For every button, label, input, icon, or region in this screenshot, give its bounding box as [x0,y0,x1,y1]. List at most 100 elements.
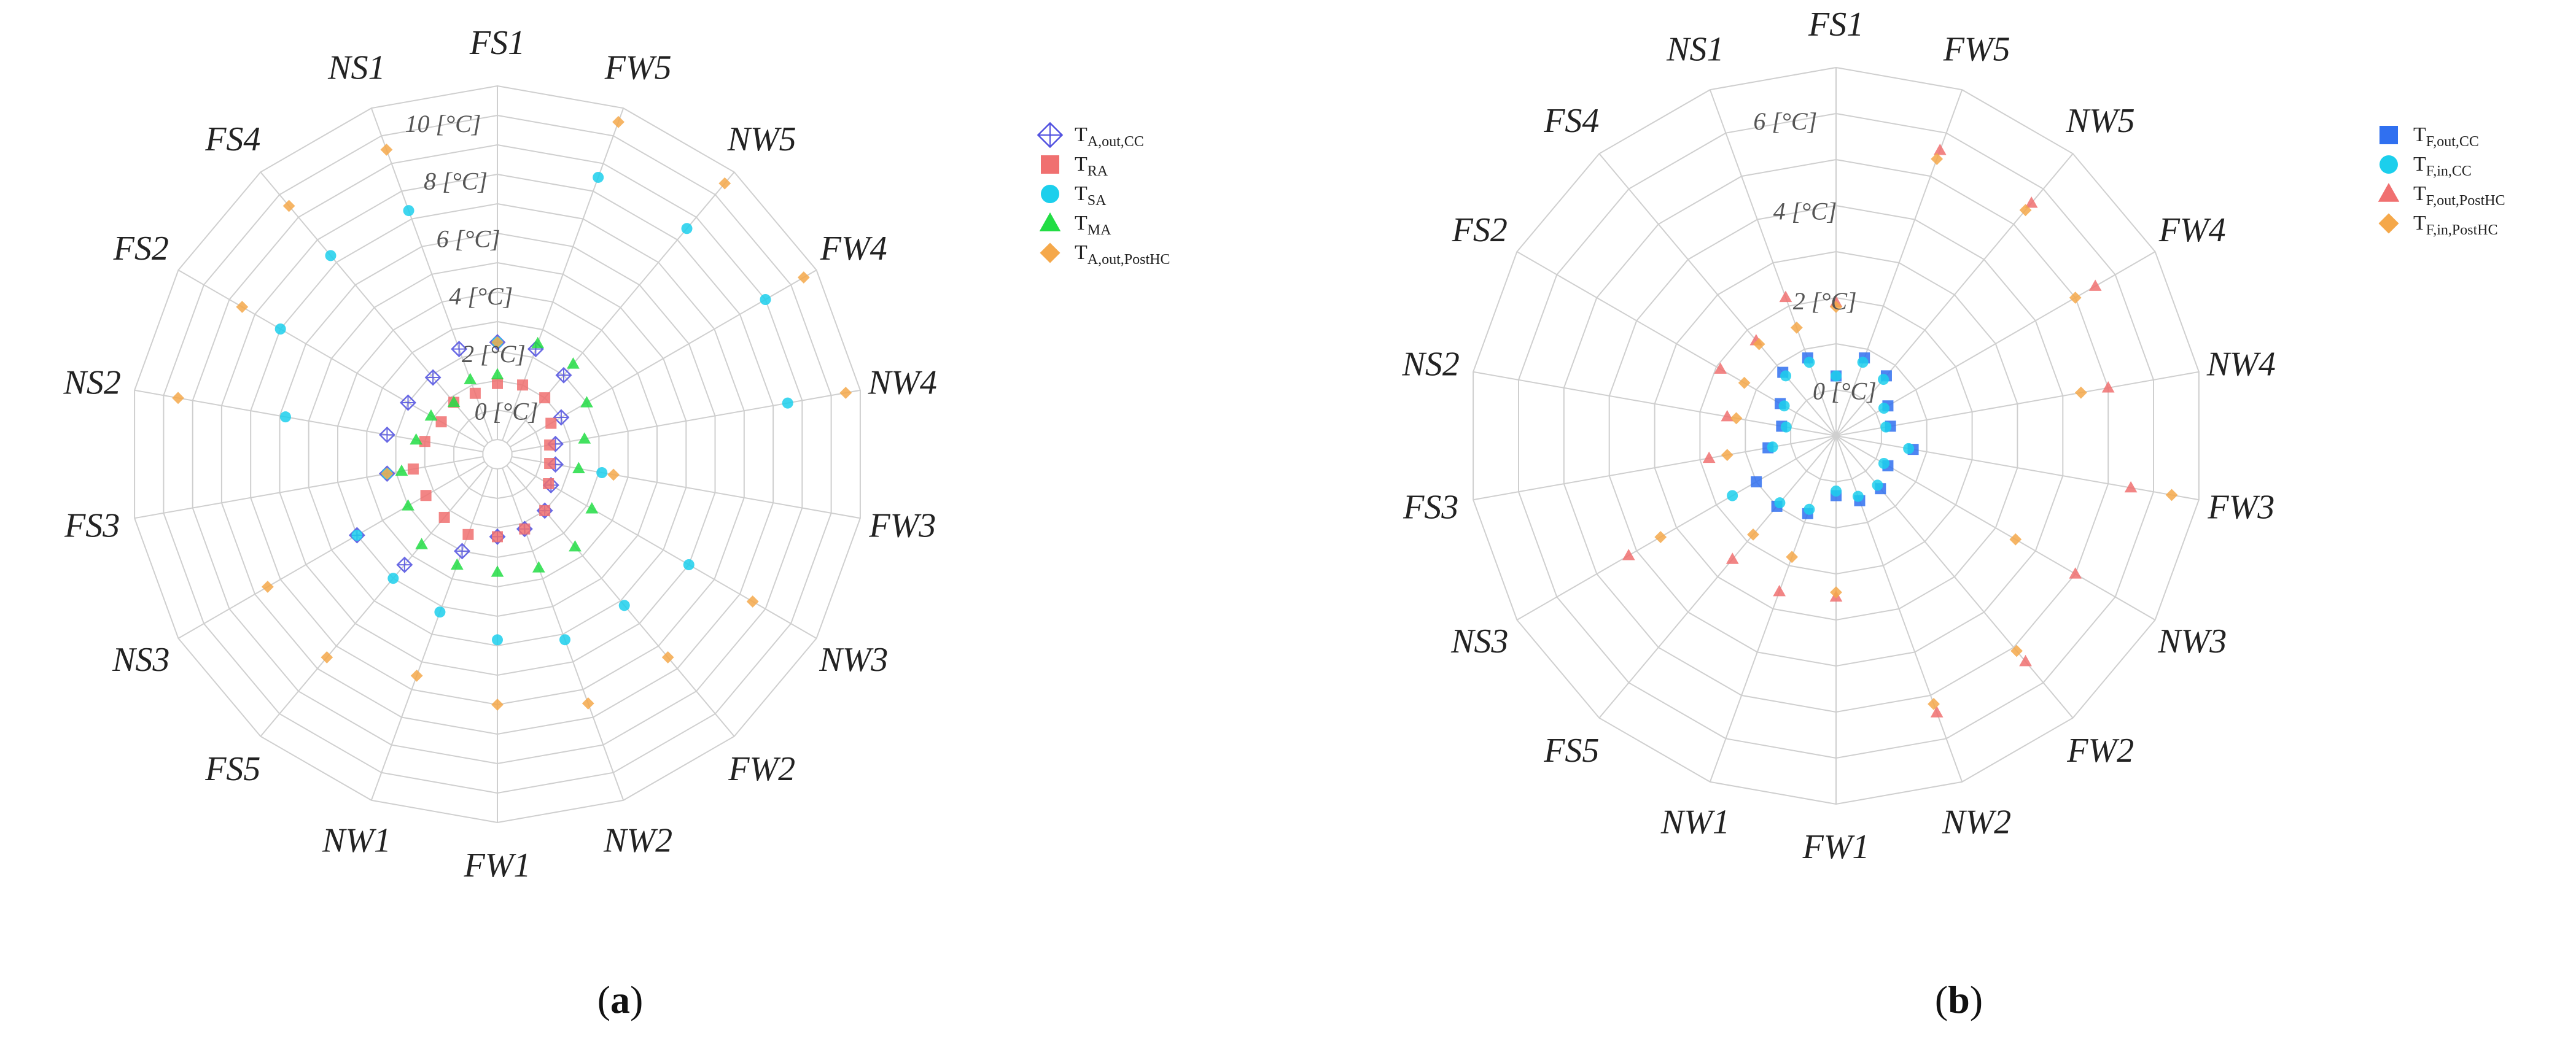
data-point [2019,204,2032,217]
data-point [1857,357,1869,368]
data-point [380,143,393,156]
data-point [419,436,430,447]
data-point [683,559,695,570]
panel-label: (b) [1935,978,1983,1021]
data-point [1790,321,1803,334]
data-point [2074,386,2087,399]
data-point [387,573,399,584]
data-point [492,531,503,543]
data-point [578,432,591,444]
grid-spoke [134,456,483,519]
category-label: FW2 [2066,732,2134,770]
legend-marker [1037,122,1064,149]
data-point [569,540,582,552]
data-point [618,600,630,611]
data-point [543,478,555,489]
data-point [519,523,531,535]
data-point [447,395,461,408]
ring-value-label: 2 [°C] [1793,287,1857,315]
data-point [1751,476,1762,487]
data-point [580,396,593,408]
ring-value-label: 8 [°C] [424,168,488,195]
legend-label: TF,in,PostHC [2413,212,2498,238]
panel-label: (a) [597,978,644,1021]
data-point [407,463,419,475]
data-point [596,467,608,479]
data-point [464,373,477,384]
legend-marker [1040,242,1060,263]
data-point [545,417,557,429]
data-point [469,387,481,399]
data-point [1830,586,1842,598]
category-label: FS2 [1452,211,1508,249]
category-label: FW1 [464,846,531,884]
data-point [378,426,395,443]
data-point [839,387,852,399]
category-label: FW5 [1943,30,2010,68]
ring-value-label: 6 [°C] [437,225,500,252]
series-f-in-posthc [1654,153,2178,710]
category-label: FS1 [1808,6,1864,44]
category-label: NS1 [327,48,385,87]
data-point [403,205,414,217]
grid-spoke [1835,435,1963,783]
data-point [572,462,585,473]
data-point [424,369,442,386]
data-point [282,199,295,212]
legend: TA,out,CC TRA TSA TMA TA,out,PostHC [1037,122,1170,268]
data-point [1767,441,1778,453]
legend-label: TMA [1075,212,1111,238]
data-point [491,336,504,349]
data-point [1730,412,1743,425]
data-point [582,697,594,710]
data-point [544,458,556,470]
data-point [2025,196,2038,208]
category-label: NS3 [1450,622,1508,660]
data-point [1726,552,1739,564]
category-label: NS2 [63,364,120,402]
data-point [544,439,556,451]
data-point [274,323,286,335]
radar-grid [1473,66,2200,805]
category-label: NW1 [322,822,391,860]
legend-marker [2378,213,2399,234]
data-point [746,595,759,608]
data-point [400,394,416,411]
data-point [1878,374,1889,385]
data-point [1773,584,1786,597]
data-point [782,397,793,409]
data-point [1654,531,1667,543]
legend-label: TSA [1075,182,1107,209]
legend-marker [2378,183,2400,202]
data-point [555,366,572,384]
grid-spoke [502,107,625,441]
data-point [1903,443,1915,454]
ring-value-label: 0 [°C] [475,398,539,425]
category-label: FS4 [204,120,260,158]
data-point [553,409,570,426]
category-label: FW4 [820,230,887,268]
data-point [2009,533,2022,546]
data-point [454,543,471,560]
category-label: NS3 [112,641,169,679]
grid-spoke [1598,153,1837,436]
series-f-in-cc [1727,357,1915,515]
data-point [1831,370,1842,382]
data-point [491,699,504,711]
grid-spoke [502,468,625,801]
legend: TF,out,CC TF,in,CC TF,out,PostHC TF,in,Post… [2378,123,2505,238]
series-ma [395,336,599,577]
data-point [1622,549,1635,560]
grid-spoke [510,461,817,639]
legend-label: TF,in,CC [2413,153,2472,179]
data-point [1804,357,1815,368]
category-label: NW2 [603,822,672,860]
data-point [420,490,432,501]
data-point [395,464,408,476]
category-label: NS1 [1666,30,1724,68]
data-point [321,651,333,664]
legend-label: TA,out,CC [1075,123,1144,150]
data-point [450,558,464,570]
ring-value-label: 4 [°C] [1773,198,1837,225]
